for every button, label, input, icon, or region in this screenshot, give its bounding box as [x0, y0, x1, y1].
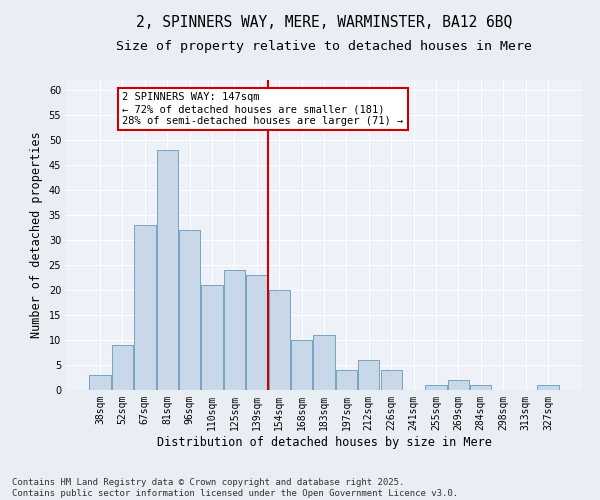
Bar: [112, 345, 133, 390]
Bar: [425, 385, 446, 390]
Bar: [448, 380, 469, 390]
Bar: [291, 340, 312, 390]
Bar: [179, 230, 200, 390]
Bar: [157, 150, 178, 390]
Bar: [380, 370, 402, 390]
Bar: [336, 370, 357, 390]
Text: 2, SPINNERS WAY, MERE, WARMINSTER, BA12 6BQ: 2, SPINNERS WAY, MERE, WARMINSTER, BA12 …: [136, 15, 512, 30]
Bar: [269, 290, 290, 390]
Y-axis label: Number of detached properties: Number of detached properties: [30, 132, 43, 338]
Bar: [313, 335, 335, 390]
X-axis label: Distribution of detached houses by size in Mere: Distribution of detached houses by size …: [157, 436, 491, 448]
Bar: [358, 360, 379, 390]
Text: 2 SPINNERS WAY: 147sqm
← 72% of detached houses are smaller (181)
28% of semi-de: 2 SPINNERS WAY: 147sqm ← 72% of detached…: [122, 92, 404, 126]
Bar: [202, 285, 223, 390]
Bar: [246, 275, 268, 390]
Bar: [537, 385, 559, 390]
Bar: [470, 385, 491, 390]
Text: Size of property relative to detached houses in Mere: Size of property relative to detached ho…: [116, 40, 532, 53]
Bar: [89, 375, 111, 390]
Bar: [134, 225, 155, 390]
Text: Contains HM Land Registry data © Crown copyright and database right 2025.
Contai: Contains HM Land Registry data © Crown c…: [12, 478, 458, 498]
Bar: [224, 270, 245, 390]
